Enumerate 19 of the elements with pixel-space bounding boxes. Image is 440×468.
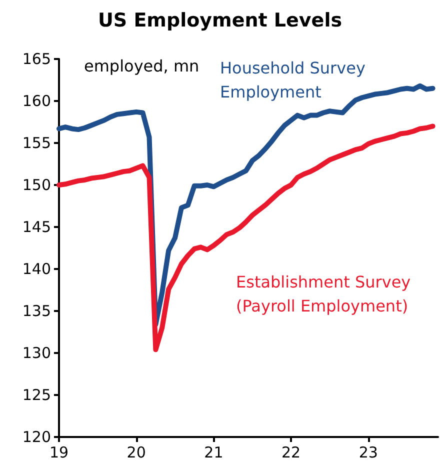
x-tick-label: 22 [281,444,301,462]
y-tick-label: 155 [22,134,51,152]
x-tick-label: 20 [126,444,146,462]
y-tick-label: 165 [22,50,51,68]
x-tick-label: 21 [204,444,224,462]
y-tick-label: 150 [22,176,51,194]
y-tick-label: 120 [22,428,51,446]
series-label: Household Survey Employment [220,58,366,102]
x-tick-label: 23 [358,444,378,462]
y-tick-label: 130 [22,344,51,362]
x-tick-label: 19 [49,444,69,462]
text: Establishment Survey (Payroll Employment) [236,272,411,316]
chart-title: US Employment Levels [98,10,342,32]
y-tick-label: 125 [22,386,51,404]
y-tick-label: 145 [22,218,51,236]
y-tick-label: 140 [22,260,51,278]
y-tick-label: 160 [22,92,51,110]
y-axis-title: employed, mn [84,56,200,76]
y-tick-label: 135 [22,302,51,320]
